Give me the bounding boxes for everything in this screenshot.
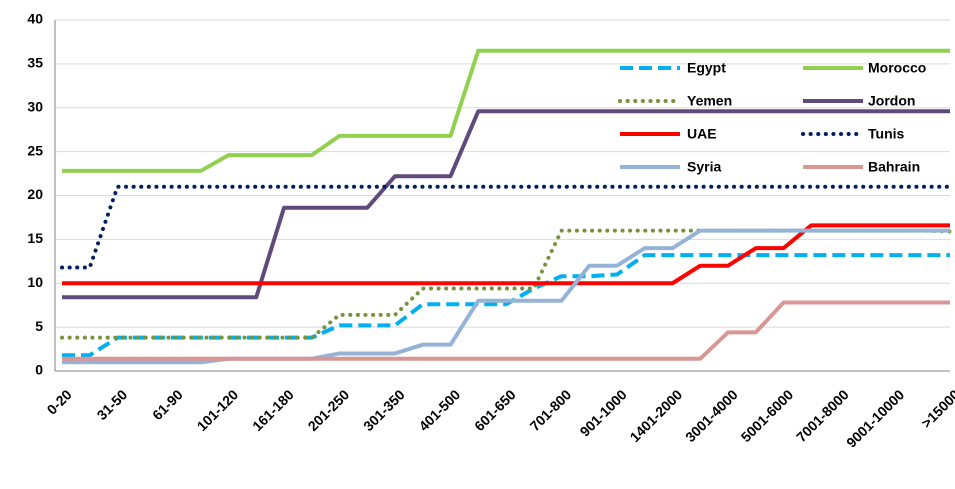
legend-label: Egypt xyxy=(687,60,726,76)
legend-label: Yemen xyxy=(687,93,732,109)
y-tick-label: 30 xyxy=(27,98,43,114)
series-line xyxy=(62,228,950,365)
y-tick-label: 15 xyxy=(27,230,43,246)
y-tick-label: 5 xyxy=(35,318,43,334)
series-line xyxy=(62,300,950,361)
y-tick-label: 40 xyxy=(27,11,43,27)
legend-label: Morocco xyxy=(868,60,926,76)
series-line xyxy=(62,253,950,358)
series-line xyxy=(60,228,952,340)
legend-label: Jordon xyxy=(868,93,915,109)
y-tick-label: 25 xyxy=(27,142,43,158)
series-line xyxy=(62,223,950,286)
legend-label: Syria xyxy=(687,159,721,175)
y-tick-label: 35 xyxy=(27,55,43,71)
legend-label: Bahrain xyxy=(868,159,920,175)
y-tick-label: 10 xyxy=(27,274,43,290)
series-line xyxy=(60,184,952,270)
y-tick-label: 20 xyxy=(27,186,43,202)
series-line xyxy=(62,48,950,173)
legend-label: Tunis xyxy=(868,126,905,142)
legend-label: UAE xyxy=(687,126,717,142)
series-line xyxy=(62,109,950,300)
legend: Egypt Morocco Yemen Jordon UAE Tunis Syria Bahr… xyxy=(618,60,926,175)
y-tick-label: 0 xyxy=(35,362,43,378)
